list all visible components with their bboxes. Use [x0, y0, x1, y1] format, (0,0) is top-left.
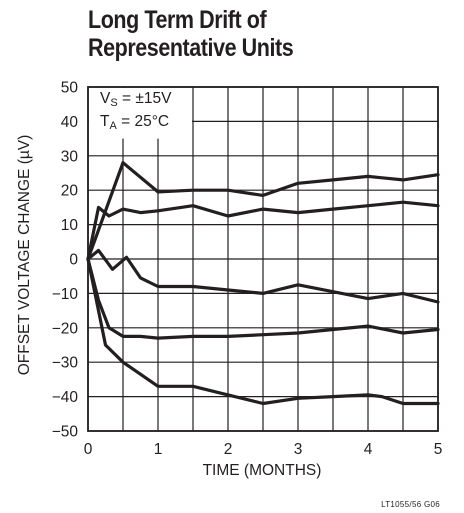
y-tick-label: 20: [61, 183, 79, 200]
series-line-5: [86, 257, 440, 406]
y-tick-label: 30: [61, 148, 79, 165]
y-tick-label: −10: [52, 286, 79, 303]
y-tick-label: 50: [61, 80, 79, 97]
x-tick-labels: 0 1 2 3 4 5: [84, 441, 443, 458]
plot-frame: [87, 86, 439, 432]
data-series: [86, 161, 440, 406]
y-tick-label: −50: [52, 424, 79, 441]
series-line-3: [86, 248, 440, 304]
chart-title-line-1: Long Term Drift of: [88, 6, 267, 34]
supply-voltage-annotation: VS = ±15V: [100, 90, 172, 109]
x-tick-label: 1: [154, 441, 163, 458]
chart-title: Long Term Drift of Representative Units: [88, 6, 294, 62]
y-tick-label: −30: [52, 355, 79, 372]
ambient-temperature-annotation: TA = 25°C: [100, 113, 170, 132]
y-tick-labels: −50 −40 −30 −20 −10 0 10 20 30 40 50: [52, 80, 79, 441]
annotation-background: [89, 88, 192, 139]
series-line-4: [86, 257, 440, 340]
series-line-2: [86, 200, 440, 261]
y-tick-label: 10: [61, 217, 79, 234]
x-axis-label: TIME (MONTHS): [202, 462, 322, 479]
x-tick-label: 0: [84, 441, 93, 458]
y-tick-label: −20: [52, 320, 79, 337]
series-line-1: [86, 161, 440, 261]
x-tick-label: 4: [364, 441, 373, 458]
chart-title-line-2: Representative Units: [88, 34, 294, 62]
y-axis-label: OFFSET VOLTAGE CHANGE (µV): [16, 134, 33, 376]
y-tick-label: 0: [69, 252, 78, 269]
y-tick-label: 40: [61, 114, 79, 131]
figure-code: LT1055/56 G06: [381, 500, 440, 509]
y-tick-label: −40: [52, 389, 79, 406]
x-tick-label: 5: [434, 441, 443, 458]
x-tick-label: 2: [224, 441, 233, 458]
x-tick-label: 3: [294, 441, 303, 458]
